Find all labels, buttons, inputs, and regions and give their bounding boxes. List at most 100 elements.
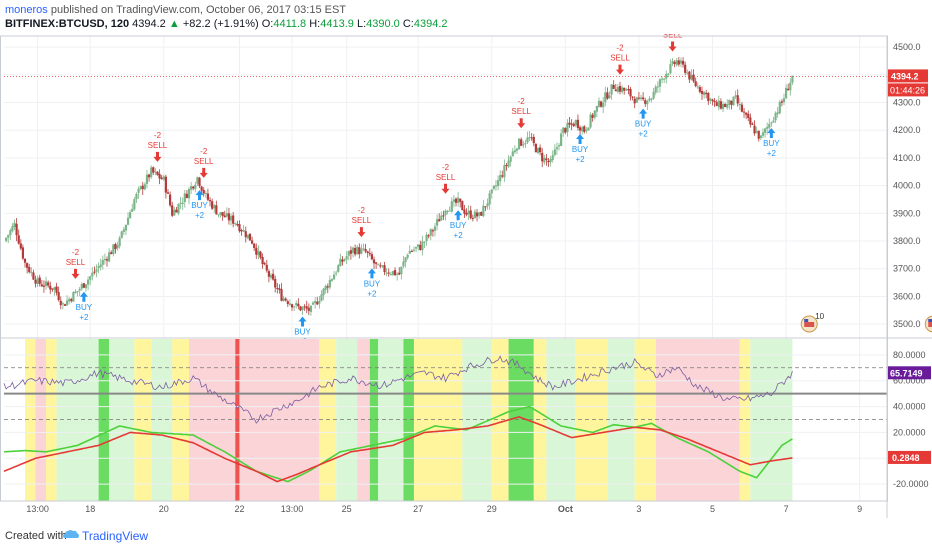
candle-body: [284, 298, 287, 301]
candle-body: [679, 60, 683, 64]
candle-body: [242, 230, 245, 232]
candle-body: [444, 210, 447, 216]
candle-body: [74, 291, 77, 294]
ohlc-line: BITFINEX:BTCUSD, 120 4394.2 ▲ +82.2 (+1.…: [5, 18, 448, 30]
buy-value-label: +2: [367, 289, 377, 298]
indicator-axis-label: 40.0000: [893, 402, 926, 412]
candle-body: [658, 79, 662, 87]
candle-body: [667, 73, 670, 75]
candle-body: [131, 208, 134, 212]
sell-label: SELL: [148, 141, 168, 150]
candle-body: [635, 97, 638, 103]
candle-body: [360, 248, 363, 254]
candle-body: [782, 98, 786, 103]
candle-body: [166, 192, 170, 194]
tradingview-logo-icon: [63, 530, 79, 538]
sell-label: SELL: [436, 173, 456, 182]
candle-body: [501, 175, 504, 177]
indicator-zone-strongred: [235, 339, 240, 501]
candle-body: [5, 237, 8, 241]
candle-body: [133, 199, 136, 210]
candle-body: [467, 210, 470, 215]
flag-canton: [804, 319, 809, 322]
candle-body: [110, 252, 113, 255]
candle-body: [202, 189, 205, 194]
candle-body: [78, 288, 81, 291]
candle-body: [240, 230, 243, 232]
candle-body: [423, 241, 426, 243]
symbol-label[interactable]: BITFINEX:BTCUSD, 120: [5, 18, 130, 30]
candle-body: [232, 215, 235, 224]
candle-body: [469, 210, 472, 219]
candle-body: [276, 287, 279, 289]
candle-body: [255, 247, 258, 255]
indicator-zone-green: [750, 339, 793, 501]
candle-body: [326, 286, 329, 288]
candle-body: [86, 279, 90, 285]
indicator-pane[interactable]: 80.000060.000040.000020.00000.0000-20.00…: [0, 35, 932, 518]
candle-body: [187, 189, 191, 199]
indicator-zone-yellow: [172, 339, 190, 501]
candle-body: [372, 259, 376, 264]
candle-body: [152, 167, 155, 173]
candle-body: [122, 229, 125, 232]
candle-body: [179, 202, 182, 204]
candle-body: [549, 159, 552, 162]
footer: Created with TradingView: [0, 521, 932, 550]
candle-body: [278, 288, 281, 290]
candle-body: [736, 95, 739, 104]
candle-body: [425, 234, 428, 241]
candle-body: [698, 87, 701, 92]
candle-body: [627, 88, 630, 91]
candle-body: [358, 247, 361, 255]
candle-body: [396, 273, 399, 275]
candle-body: [68, 298, 71, 302]
candle-body: [263, 263, 266, 265]
candle-body: [431, 230, 434, 232]
candle-body: [700, 90, 704, 95]
candle-body: [650, 98, 653, 100]
candle-body: [320, 294, 323, 301]
created-with-label: Created with: [5, 530, 67, 542]
candle-body: [599, 101, 603, 107]
candle-body: [417, 244, 420, 247]
candle-body: [545, 158, 548, 160]
rsi-value-label: 65.7149: [890, 368, 923, 378]
candle-body: [757, 130, 760, 139]
candle-body: [40, 284, 43, 287]
author-link[interactable]: moneros: [5, 4, 48, 16]
candle-body: [505, 165, 508, 167]
tradingview-brand[interactable]: TradingView: [82, 529, 149, 543]
candle-body: [572, 123, 575, 127]
price-pane[interactable]: 4500.04400.04300.04200.04100.04000.03900…: [0, 34, 932, 501]
candle-body: [503, 165, 506, 178]
candle-body: [364, 248, 367, 252]
high-value: 4413.9: [320, 18, 354, 30]
buy-arrow-icon: [767, 128, 776, 139]
candle-body: [330, 278, 334, 281]
candle-body: [541, 152, 544, 162]
indicator-axis-label: -20.0000: [893, 479, 929, 489]
sell-value-label: -2: [442, 163, 450, 172]
candle-body: [15, 223, 18, 236]
candle-body: [747, 113, 750, 119]
candle-body: [377, 264, 380, 266]
chart-area[interactable]: 4500.04400.04300.04200.04100.04000.03900…: [0, 34, 932, 521]
candle-body: [267, 271, 270, 277]
price-axis-label: 4000.0: [893, 181, 921, 191]
indicator-zone-green: [109, 339, 135, 501]
candle-body: [143, 184, 146, 190]
sell-arrow-icon: [668, 41, 677, 52]
candle-body: [482, 205, 485, 217]
candle-body: [55, 286, 58, 293]
price-axis-label: 4200.0: [893, 125, 921, 135]
candle-body: [84, 284, 88, 289]
candle-body: [213, 205, 216, 209]
close-value: 4394.2: [413, 18, 448, 30]
candle-body: [347, 251, 350, 256]
sell-label: SELL: [511, 107, 531, 116]
time-axis[interactable]: 13:00 18 20 22 13:00 25 27 29 Oct 3 5 7 9: [0, 500, 887, 514]
candle-body: [761, 132, 765, 136]
sell-value-label: -2: [518, 97, 526, 106]
indicator-zone-green: [607, 339, 635, 501]
